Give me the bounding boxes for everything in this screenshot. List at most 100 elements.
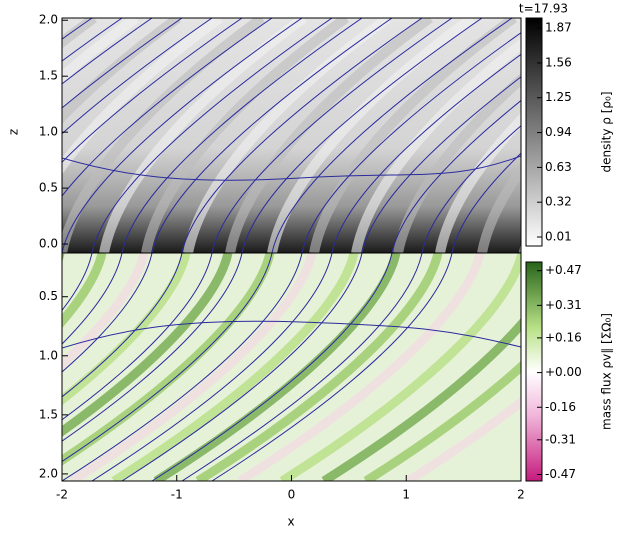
y-tick-label: 1.5 [39,69,58,83]
field-line [62,253,303,481]
colorbar [525,261,543,482]
field-line [62,18,183,109]
colorbar [525,17,543,247]
field-line [451,152,521,253]
colorbar-tick-label: 1.87 [545,21,572,35]
y-axis-label: z [7,129,21,135]
field-line [62,253,243,442]
colorbar-tick-label: +0.16 [545,330,582,344]
stripe [69,253,317,481]
field-line [121,253,363,481]
stripe [405,396,521,481]
y-tick-label: 1.5 [39,407,58,421]
y-tick-label: 1.0 [39,125,58,139]
field-line [121,18,363,253]
field-line [62,18,213,135]
field-line [62,253,93,312]
colorbar-tick-label: -0.47 [545,467,576,481]
y-tick-label: 2.0 [39,13,58,27]
field-line [62,253,153,373]
field-line [62,253,183,398]
stripe [195,253,443,481]
stripe [435,112,521,253]
colorbar-tick-label: 0.32 [545,195,572,209]
stripe [141,18,349,253]
y-tick-label: 2.0 [39,466,58,480]
field-line [91,18,333,253]
colorbar-tick-label: 1.25 [545,90,572,104]
colorbar-tick-label: +0.00 [545,365,582,379]
stripe [393,72,521,253]
stripe [62,253,149,371]
x-tick-label: 2 [517,488,525,502]
field-line [62,18,273,197]
colorbar-tick-label: +0.31 [545,298,582,312]
stripe [62,253,65,263]
x-axis-label: x [287,515,294,529]
field-line [62,253,123,345]
field-line [62,253,63,256]
interface-line [62,320,521,349]
field-line [181,253,423,481]
y-tick-label: 0.5 [39,289,58,303]
field-line [181,18,423,253]
field-line [391,99,521,253]
y-tick-label: 0.5 [39,181,58,195]
field-line [421,125,521,253]
stripe [351,38,521,253]
stripe [153,253,401,481]
stripe [62,18,139,84]
field-line [151,253,393,481]
stripe [225,18,433,253]
stripe [267,18,475,253]
field-line [62,253,273,463]
field-line [0,253,32,481]
stripe [62,253,275,466]
stripe [279,253,521,481]
field-line [62,253,213,421]
field-line [211,18,453,253]
field-line [301,32,521,253]
stripe [99,18,307,253]
field-line [91,253,333,481]
colorbar-tick-label: +0.47 [545,263,582,277]
colorbar-tick-label: -0.31 [545,432,576,446]
colorbar-tick-label: 0.01 [545,230,572,244]
stripe [62,253,191,406]
field-line [271,18,513,253]
field-image [0,18,521,481]
colorbar-tick-label: -0.16 [545,400,576,414]
stripe [321,317,521,481]
colorbar-tick-label: 0.63 [545,160,572,174]
field-line [211,253,453,481]
stripe [111,253,359,481]
x-tick-label: -1 [171,488,183,502]
y-tick-label: 0.0 [39,237,58,251]
field-line [361,76,521,253]
field-line [331,53,521,253]
time-label: t=17.93 [519,2,568,16]
stripe [309,18,517,253]
stripe [477,161,521,253]
y-tick-label: 1.0 [39,348,58,362]
texture [62,18,521,253]
stripe [62,253,107,329]
stripe [62,253,233,437]
colorbar-tick-label: 1.56 [545,55,572,69]
colorbar-label: mass flux ρv∥ [ΣΩ₀] [600,313,614,430]
stripe [62,18,265,253]
interface-line [62,155,521,181]
field-line [62,18,153,85]
colorbar-tick-label: 0.94 [545,125,572,139]
field-line [0,253,2,481]
stripe [0,253,18,481]
field-line [62,18,243,163]
x-tick-label: 0 [288,488,296,502]
stripe [363,360,521,481]
colorbar-label: density ρ [ρ₀] [600,91,614,172]
stripe [62,18,223,175]
field-line [241,18,483,253]
texture [0,253,521,481]
x-tick-label: 1 [402,488,410,502]
